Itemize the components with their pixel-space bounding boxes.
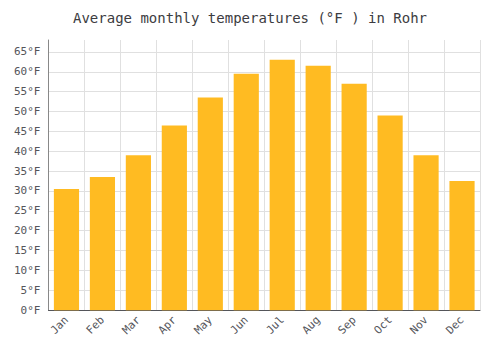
svg-text:Aug: Aug <box>300 314 323 337</box>
svg-text:50°F: 50°F <box>14 105 41 118</box>
svg-text:60°F: 60°F <box>14 65 41 78</box>
svg-text:20°F: 20°F <box>14 224 41 237</box>
svg-text:Oct: Oct <box>371 314 394 337</box>
svg-text:Average monthly temperatures (: Average monthly temperatures (°F ) in Ro… <box>73 10 427 26</box>
svg-text:Jul: Jul <box>264 314 287 337</box>
svg-text:35°F: 35°F <box>14 165 41 178</box>
svg-text:65°F: 65°F <box>14 45 41 58</box>
svg-text:Mar: Mar <box>120 313 143 336</box>
svg-text:Nov: Nov <box>407 313 430 336</box>
svg-text:Feb: Feb <box>84 314 107 337</box>
svg-text:Sep: Sep <box>336 314 359 337</box>
svg-text:Jun: Jun <box>228 314 251 337</box>
svg-text:10°F: 10°F <box>14 264 41 277</box>
svg-text:30°F: 30°F <box>14 184 41 197</box>
svg-text:55°F: 55°F <box>14 85 41 98</box>
svg-text:45°F: 45°F <box>14 125 41 138</box>
svg-text:Jan: Jan <box>48 314 71 337</box>
svg-text:May: May <box>192 313 215 336</box>
svg-text:0°F: 0°F <box>21 304 41 317</box>
svg-text:15°F: 15°F <box>14 244 41 257</box>
svg-text:Dec: Dec <box>443 314 466 337</box>
svg-text:5°F: 5°F <box>21 284 41 297</box>
svg-text:40°F: 40°F <box>14 145 41 158</box>
svg-text:25°F: 25°F <box>14 204 41 217</box>
svg-text:Apr: Apr <box>156 313 179 336</box>
